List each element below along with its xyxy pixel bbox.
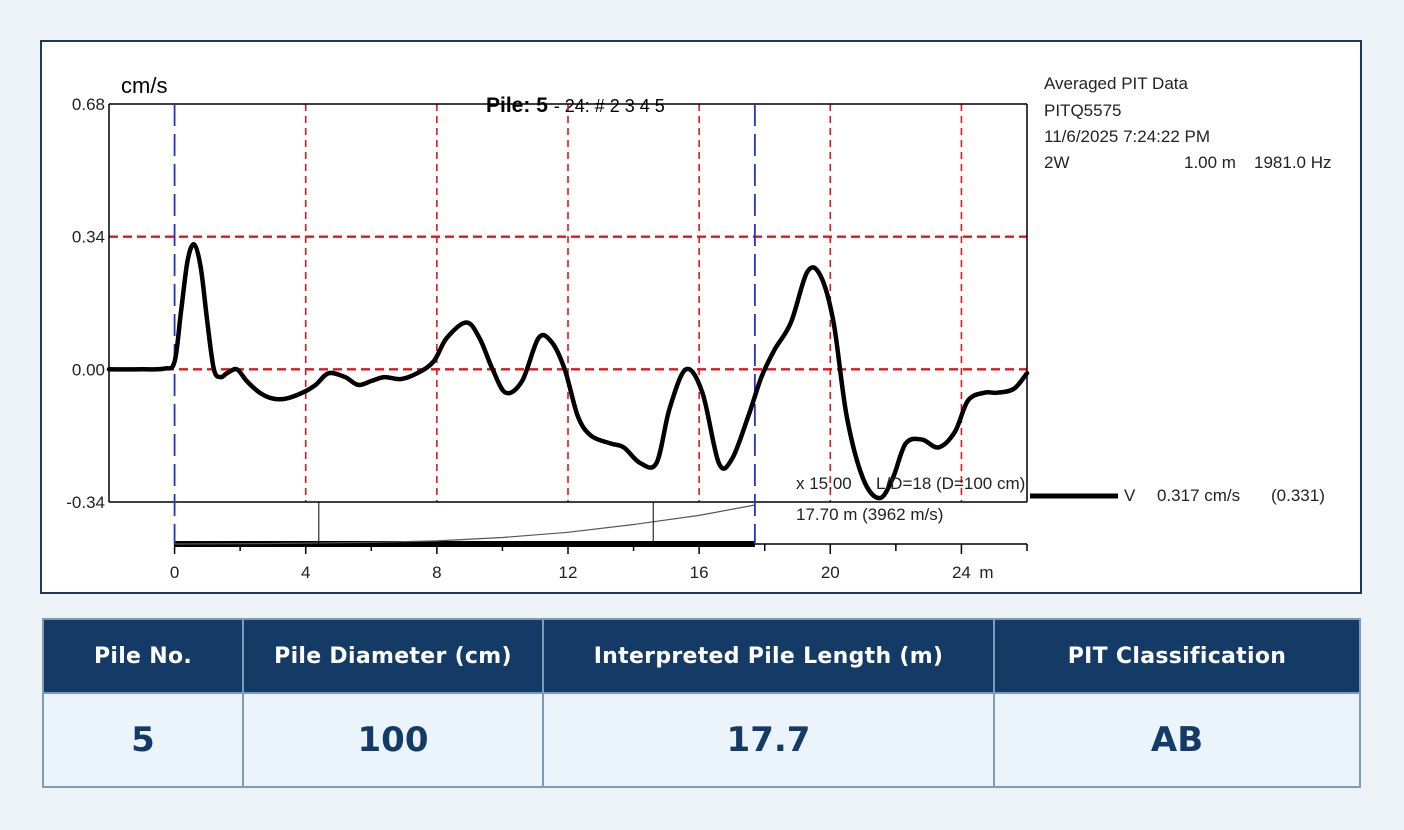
y-tick-label-2: 0.00 xyxy=(72,360,105,379)
amplification-layer xyxy=(174,502,756,545)
series-layer xyxy=(106,242,1030,501)
chart-title-prefix: Pile: xyxy=(486,94,530,117)
x-tick-label-6: 24 xyxy=(952,563,971,582)
chart-title-pile: 5 xyxy=(536,94,548,117)
y-tick-label-3: -0.34 xyxy=(66,493,105,512)
velocity-trace xyxy=(106,242,1030,501)
info-line-3: 11/6/2025 7:24:22 PM xyxy=(1044,127,1210,146)
cell-pile-length: 17.7 xyxy=(542,692,995,788)
y-axis-unit-label: cm/s xyxy=(121,73,167,98)
x-tick-label-0: 0 xyxy=(170,563,179,582)
table-header-row: Pile No. Pile Diameter (cm) Interpreted … xyxy=(42,618,1361,694)
x-tick-label-2: 8 xyxy=(432,563,441,582)
y-tick-label-1: 0.34 xyxy=(72,228,105,247)
pit-chart-panel: Pile: 5 - 24: # 2 3 4 5 cm/s 0.68 0.34 0.0… xyxy=(40,40,1362,594)
y-tick-label-0: 0.68 xyxy=(72,95,105,114)
ld-ratio-text: L/D=18 (D=100 cm) xyxy=(876,474,1025,493)
cell-pile-no: 5 xyxy=(42,692,244,788)
cell-pit-classification: AB xyxy=(993,692,1361,788)
amplification-text: x 15.00 xyxy=(796,474,852,493)
info-line-2: PITQ5575 xyxy=(1044,101,1122,120)
annotations: x 15.00 L/D=18 (D=100 cm) 17.70 m (3962 … xyxy=(796,474,1325,524)
amplification-curve xyxy=(174,504,756,545)
v-legend-paren: (0.331) xyxy=(1271,486,1325,505)
x-tick-label-3: 12 xyxy=(559,563,578,582)
info-line-4-mid: 1.00 m xyxy=(1184,153,1236,172)
marker-layer xyxy=(173,104,756,544)
info-line-4-left: 2W xyxy=(1044,153,1070,172)
pile-length-text: 17.70 m (3962 m/s) xyxy=(796,505,943,524)
v-legend-value: 0.317 cm/s xyxy=(1157,486,1240,505)
grid-layer xyxy=(109,104,1027,502)
pile-summary-table: Pile No. Pile Diameter (cm) Interpreted … xyxy=(42,618,1361,788)
v-legend-label: V xyxy=(1124,486,1136,505)
info-block: Averaged PIT Data PITQ5575 11/6/2025 7:2… xyxy=(1044,74,1332,172)
info-line-1: Averaged PIT Data xyxy=(1044,74,1189,93)
chart-title-suffix: - 24: # 2 3 4 5 xyxy=(554,96,665,116)
pit-chart: Pile: 5 - 24: # 2 3 4 5 cm/s 0.68 0.34 0.0… xyxy=(66,73,1332,582)
chart-title: Pile: 5 - 24: # 2 3 4 5 xyxy=(486,94,665,117)
table-row: 5 100 17.7 AB xyxy=(42,692,1361,788)
tick-layer: 0.68 0.34 0.00 -0.34 0 4 8 12 16 20 24 m xyxy=(66,95,993,582)
header-pile-length: Interpreted Pile Length (m) xyxy=(542,618,995,694)
header-pile-no: Pile No. xyxy=(42,618,244,694)
header-pit-classification: PIT Classification xyxy=(993,618,1361,694)
header-pile-diameter: Pile Diameter (cm) xyxy=(242,618,544,694)
x-tick-label-1: 4 xyxy=(301,563,310,582)
info-line-4-right: 1981.0 Hz xyxy=(1254,153,1332,172)
cell-pile-diameter: 100 xyxy=(242,692,544,788)
x-tick-label-5: 20 xyxy=(821,563,840,582)
x-tick-label-4: 16 xyxy=(690,563,709,582)
x-axis-unit-label: m xyxy=(979,563,993,582)
